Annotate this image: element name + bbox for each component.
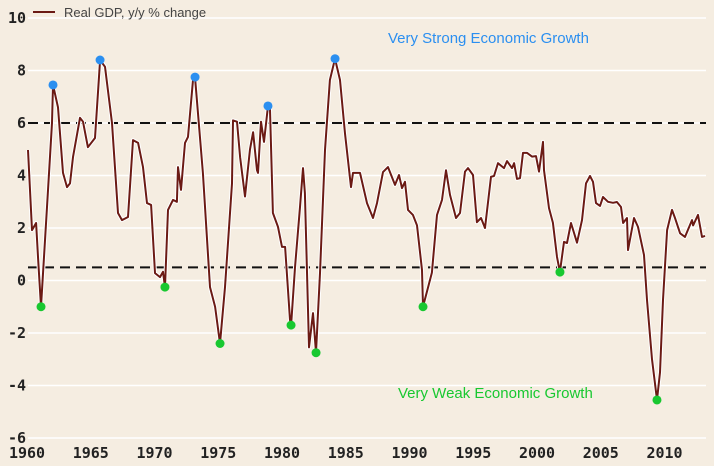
x-tick-label: 1980 [264, 444, 300, 462]
weak-growth-marker [652, 395, 662, 405]
y-tick-label: 4 [17, 167, 26, 185]
x-tick-label: 1990 [391, 444, 427, 462]
x-tick-label: 1970 [136, 444, 172, 462]
series-halo [26, 56, 706, 402]
strong-growth-marker [48, 80, 58, 90]
weak-growth-marker [215, 339, 225, 348]
weak-growth-marker [555, 267, 565, 277]
y-tick-label: 2 [17, 219, 26, 237]
y-tick-label: -4 [8, 377, 26, 395]
strong-growth-marker [190, 72, 200, 82]
reference-lines [28, 122, 706, 269]
x-tick-label: 2005 [583, 444, 619, 462]
y-tick-label: 10 [8, 9, 26, 27]
annotation-weak-growth: Very Weak Economic Growth [398, 385, 593, 402]
weak-growth-marker [418, 302, 428, 312]
strong-growth-marker [95, 55, 105, 65]
y-tick-label: 8 [17, 62, 26, 80]
legend: Real GDP, y/y % change [33, 5, 206, 20]
series-line-real-gdp [27, 57, 706, 401]
weak-growth-marker [160, 282, 170, 292]
strong-growth-marker [330, 54, 340, 64]
x-tick-label: 1960 [9, 444, 45, 462]
weak-growth-marker [286, 320, 296, 330]
series-layer [26, 56, 706, 402]
weak-growth-marker [311, 348, 321, 358]
gridlines [28, 17, 706, 439]
legend-label: Real GDP, y/y % change [64, 5, 206, 20]
y-tick-label: -2 [8, 324, 26, 342]
y-tick-label: 0 [17, 272, 26, 290]
annotation-strong-growth: Very Strong Economic Growth [388, 30, 589, 47]
y-axis-ticks: -6 -4 -2 0 2 4 6 8 10 [8, 9, 26, 447]
x-axis-ticks: 1960 1965 1970 1975 1980 1985 1990 1995 2000 2005… [9, 444, 683, 462]
strong-growth-marker [263, 101, 273, 111]
x-tick-label: 2010 [646, 444, 682, 462]
highlight-markers [36, 54, 662, 405]
y-tick-label: -6 [8, 429, 26, 447]
x-tick-label: 1995 [455, 444, 491, 462]
x-tick-label: 1965 [73, 444, 109, 462]
x-tick-label: 1985 [328, 444, 364, 462]
x-tick-label: 1975 [200, 444, 236, 462]
y-tick-label: 6 [17, 114, 26, 132]
weak-growth-marker [36, 302, 46, 312]
x-tick-label: 2000 [519, 444, 555, 462]
